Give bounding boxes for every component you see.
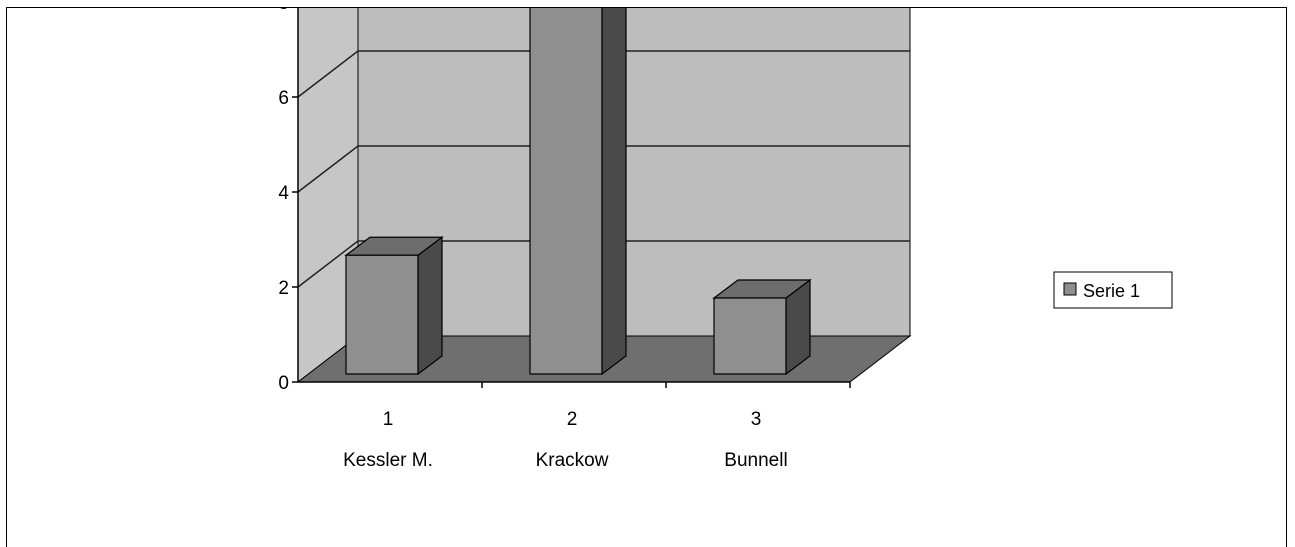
bar-2: [529, 8, 627, 376]
category-name-label: Bunnell: [724, 450, 787, 471]
bar-front: [345, 254, 419, 375]
y-tick-label: 2: [278, 278, 289, 299]
x-tick-label: 1: [383, 409, 394, 430]
axes: [292, 8, 851, 388]
bar-1: [344, 236, 444, 376]
legend: Serie 1: [1053, 271, 1173, 309]
bar-side: [417, 236, 443, 376]
bar-front: [529, 8, 603, 375]
gridline: [297, 240, 910, 288]
x-tick-labels: 1 Kessler M. 2 Krackow 3 Bunnell: [343, 409, 788, 471]
y-tick-label: 4: [278, 183, 289, 204]
bar-front: [713, 297, 787, 375]
x-tick-label: 2: [567, 409, 578, 430]
bar-side: [601, 8, 627, 376]
y-tick-label: 8: [278, 8, 289, 14]
bars: [344, 8, 812, 376]
y-tick-label: 0: [278, 373, 289, 394]
bar-3: [712, 278, 812, 376]
legend-label: Serie 1: [1083, 281, 1140, 301]
y-tick-label: 6: [278, 88, 289, 109]
gridlines: [297, 50, 910, 288]
gridline: [297, 50, 910, 98]
y-tick-labels: 0246810: [278, 8, 289, 394]
category-name-label: Krackow: [536, 450, 609, 471]
x-tick-label: 3: [751, 409, 762, 430]
category-name-label: Kessler M.: [343, 450, 433, 471]
legend-swatch: [1063, 282, 1077, 296]
gridline: [297, 145, 910, 193]
